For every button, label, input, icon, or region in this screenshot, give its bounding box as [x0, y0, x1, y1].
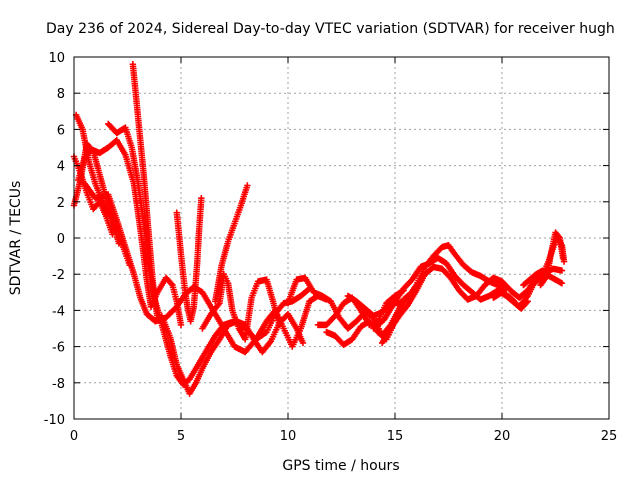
x-tick-label: 20: [494, 429, 511, 444]
sat-trace-10: [212, 182, 251, 305]
data-point: [276, 321, 283, 329]
data-point: [559, 254, 567, 262]
y-tick-label: 4: [57, 160, 65, 175]
data-point: [558, 280, 566, 287]
data-point: [168, 280, 175, 288]
x-tick-label: 25: [601, 429, 618, 444]
sat-trace-11: [199, 271, 283, 343]
sat-trace-20: [537, 229, 567, 289]
sat-trace-5: [81, 180, 330, 356]
y-tick-label: -10: [44, 413, 65, 428]
axis-ticks: 0 5 10 15 20 25 -10 -8 -6 -4 -2 0 2 4 6 8 10: [44, 51, 618, 444]
x-tick-label: 10: [280, 429, 297, 444]
data-point: [177, 321, 185, 329]
sat-trace-19: [520, 267, 566, 289]
data-point: [299, 339, 307, 347]
data-point: [198, 194, 205, 202]
data-series: [70, 61, 568, 397]
y-tick-label: -6: [52, 341, 65, 356]
data-point: [244, 182, 251, 189]
data-point: [558, 267, 566, 274]
x-tick-label: 15: [387, 429, 404, 444]
y-axis-label: SDTVAR / TECUs: [8, 181, 24, 296]
sat-trace-15: [344, 242, 510, 320]
y-tick-label: -4: [52, 304, 65, 319]
sat-trace-9: [173, 194, 205, 325]
y-tick-label: 6: [57, 123, 65, 138]
x-axis-label: GPS time / hours: [282, 458, 399, 474]
sat-trace-7: [129, 61, 161, 321]
y-tick-label: 2: [57, 196, 65, 211]
data-point: [560, 258, 568, 265]
y-tick-label: 8: [57, 87, 65, 102]
y-tick-label: 10: [48, 51, 65, 66]
chart-title: Day 236 of 2024, Sidereal Day-to-day VTE…: [46, 21, 615, 37]
x-tick-label: 5: [177, 429, 185, 444]
grid: [74, 57, 609, 419]
y-tick-label: -8: [52, 377, 65, 392]
sat-trace-14: [323, 289, 416, 348]
sat-trace-6: [105, 120, 313, 388]
sat-trace-4: [75, 137, 185, 329]
y-tick-label: -2: [52, 268, 65, 283]
y-tick-label: 0: [57, 232, 65, 247]
x-tick-label: 0: [70, 429, 78, 444]
